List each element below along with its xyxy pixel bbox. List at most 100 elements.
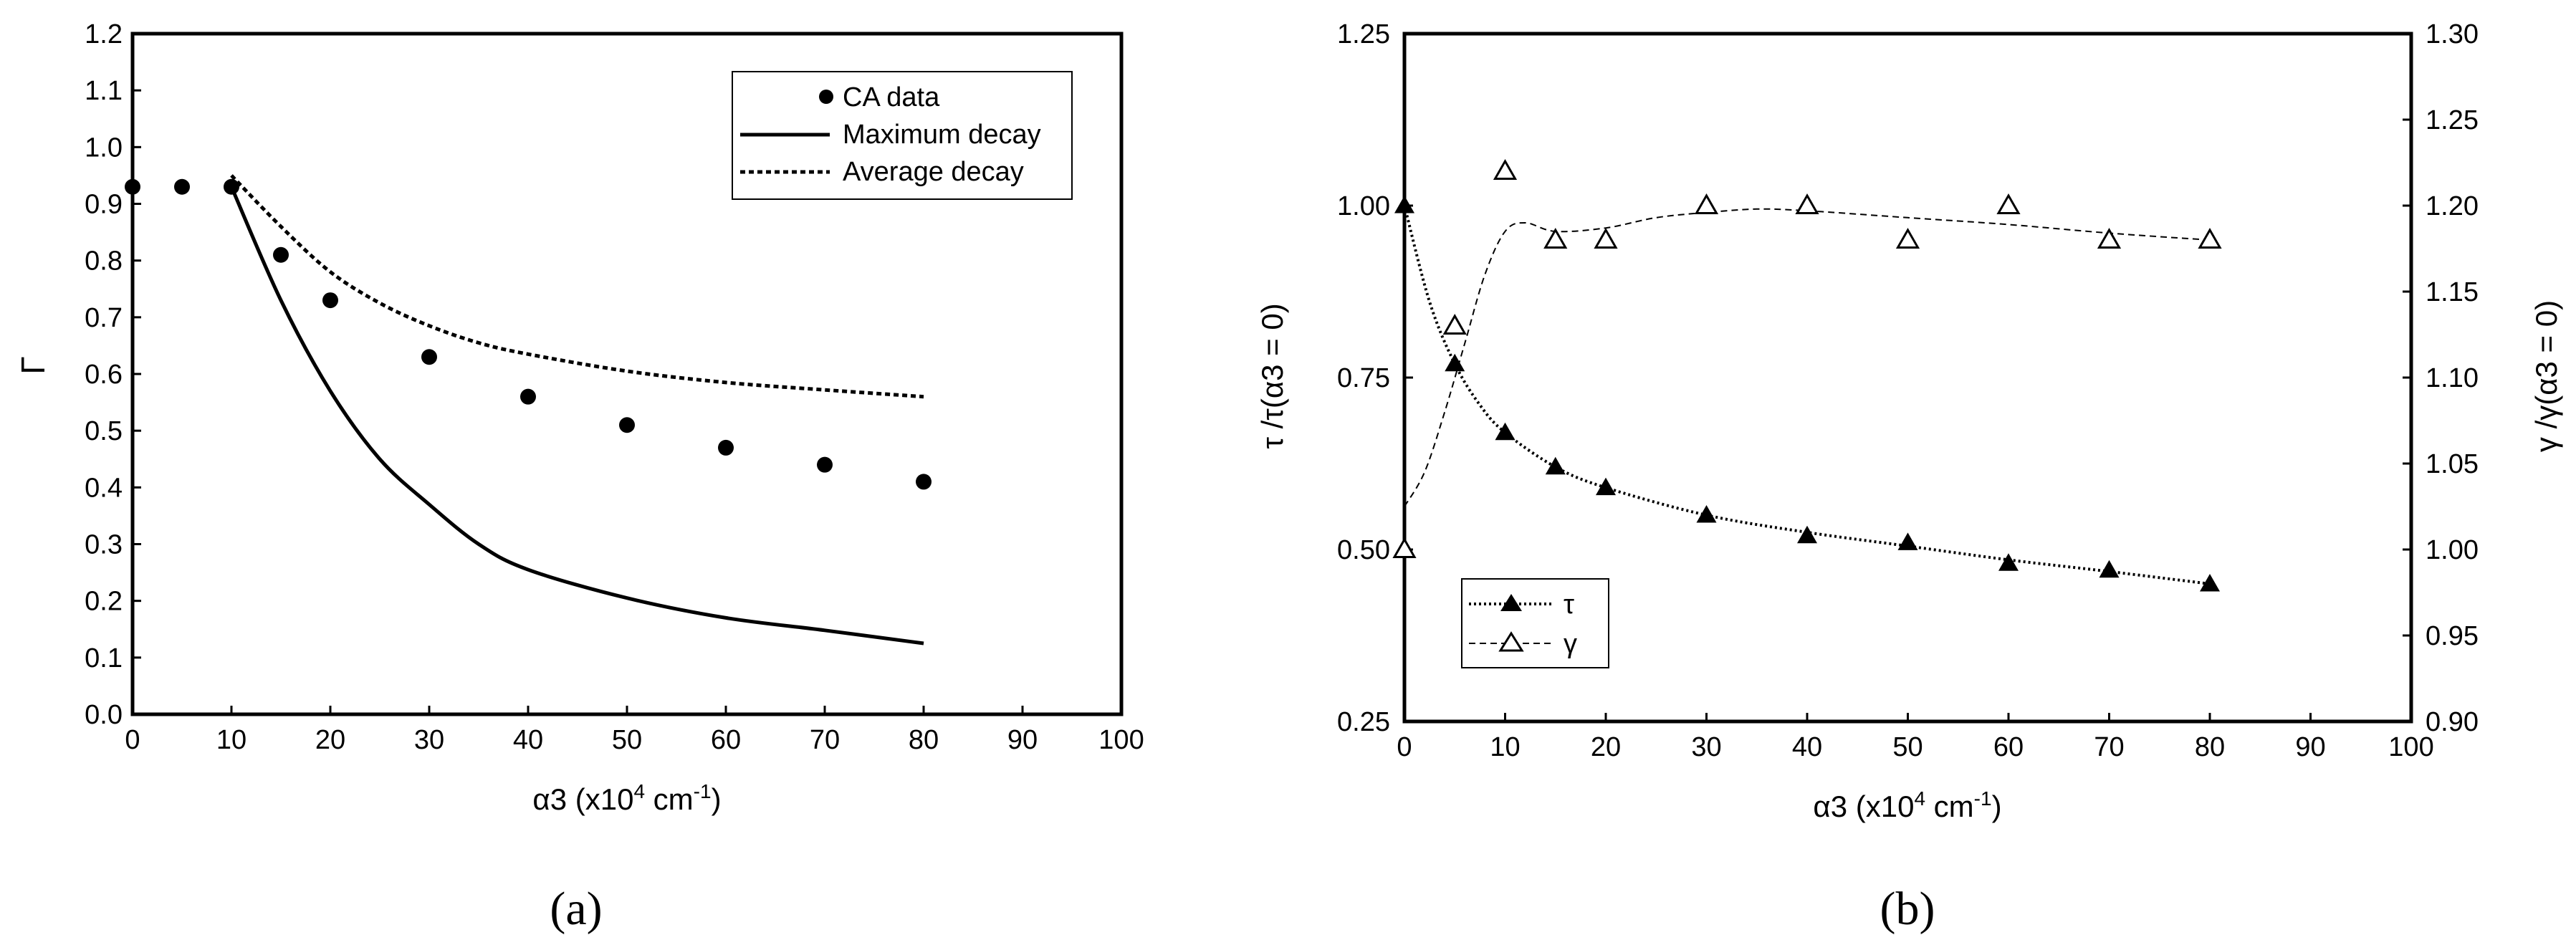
chart-b-tau-point <box>1394 196 1414 213</box>
chart-b-x-tick-label: 30 <box>1691 732 1721 762</box>
chart-a-x-axis: 0 10 20 30 40 50 60 70 80 90 100 <box>125 706 1144 755</box>
chart-b-right-y-tick-label: 1.05 <box>2426 449 2479 479</box>
chart-b-legend-box <box>1461 578 1609 668</box>
chart-b-legend: τ γ <box>1461 578 1609 668</box>
chart-a-legend-label-ca-data: CA data <box>843 82 940 112</box>
chart-b-tau-point <box>1897 532 1918 550</box>
chart-b-tau-point <box>2200 574 2220 592</box>
chart-a-y-tick-label: 0.2 <box>85 587 123 617</box>
chart-a-x-tick-label: 50 <box>612 725 642 755</box>
chart-a-y-axis: 0.0 0.1 0.2 0.3 0.4 0.5 0.6 0.7 0.8 0.9 1.0 1.1 1.2 <box>85 19 141 730</box>
chart-a-legend-label-maximum-decay: Maximum decay <box>843 120 1041 150</box>
chart-a-y-tick-label: 0.3 <box>85 530 123 560</box>
chart-a-x-tick-label: 40 <box>513 725 543 755</box>
chart-b-x-tick-label: 80 <box>2195 732 2225 762</box>
chart-b-right-y-tick-label: 1.10 <box>2426 363 2479 393</box>
chart-b-series <box>1392 158 2222 592</box>
chart-b-gamma-point <box>1392 537 1417 558</box>
chart-b-gamma-point <box>1694 193 1719 214</box>
chart-b-tau-point <box>1696 505 1717 523</box>
chart-a-y-tick-label: 0.7 <box>85 303 123 333</box>
chart-b-legend-label-gamma: γ <box>1564 629 1577 659</box>
chart-b-left-y-tick-label: 1.25 <box>1337 19 1390 49</box>
chart-a-y-tick-label: 0.1 <box>85 643 123 673</box>
chart-a-ca-data-point <box>817 456 833 473</box>
chart-a-x-tick-label: 70 <box>810 725 840 755</box>
chart-b-x-tick-label: 50 <box>1892 732 1923 762</box>
chart-b-right-y-axis: 0.90 0.95 1.00 1.05 1.10 1.15 1.20 1.25 1.30 <box>2403 19 2479 737</box>
chart-b-left-y-axis: 0.25 0.50 0.75 1.00 1.25 <box>1337 19 1413 737</box>
chart-a-y-tick-label: 0.9 <box>85 190 123 220</box>
chart-a-x-tick-label: 100 <box>1098 725 1144 755</box>
chart-b-gamma-point <box>1996 193 2021 214</box>
chart-b-gamma-point <box>1543 227 1568 249</box>
chart-b-right-y-tick-label: 1.20 <box>2426 191 2479 221</box>
chart-a-y-tick-label: 1.0 <box>85 133 123 163</box>
chart-b-x-axis: 0 10 20 30 40 50 60 70 80 90 100 <box>1397 713 2434 762</box>
chart-b-gamma-point <box>1493 158 1518 180</box>
chart-a-ca-data-point <box>273 246 289 263</box>
chart-b-gamma-point <box>1895 227 1920 249</box>
chart-a-x-tick-label: 90 <box>1007 725 1038 755</box>
chart-b-left-y-tick-label: 0.25 <box>1337 707 1390 737</box>
chart-a-x-tick-label: 30 <box>414 725 444 755</box>
chart-a-ca-data-point <box>322 292 338 309</box>
chart-b-right-y-tick-label: 0.90 <box>2426 707 2479 737</box>
chart-b-x-tick-label: 0 <box>1397 732 1412 762</box>
chart-a-y-tick-label: 1.2 <box>85 19 123 49</box>
chart-b-x-tick-label: 40 <box>1792 732 1822 762</box>
chart-b-gamma-point <box>1442 313 1467 335</box>
chart-b-tau-point <box>1998 553 2019 571</box>
chart-b-tau-point <box>1545 456 1566 475</box>
chart-a-ca-data-point <box>619 417 635 433</box>
chart-a-panel-label: (a) <box>550 883 602 935</box>
chart-a-y-axis-label: Γ <box>14 356 52 374</box>
chart-a-y-tick-label: 0.8 <box>85 246 123 277</box>
chart-b-x-axis-label: α3 (x104 cm-1) <box>1813 787 2001 823</box>
chart-a-y-tick-label: 0.0 <box>85 700 123 730</box>
chart-a-y-tick-label: 0.4 <box>85 473 123 503</box>
chart-b-legend-marker-gamma <box>1498 631 1524 652</box>
chart-b-gamma-point <box>2198 227 2222 249</box>
chart-b-x-tick-label: 100 <box>2388 732 2433 762</box>
chart-a-y-tick-label: 0.5 <box>85 416 123 446</box>
chart-b-right-y-tick-label: 1.30 <box>2426 19 2479 49</box>
chart-b-legend-label-tau: τ <box>1564 590 1574 620</box>
chart-b-tau-point <box>1596 477 1616 496</box>
chart-a-ca-data-point <box>520 388 536 405</box>
chart-b-right-y-tick-label: 1.25 <box>2426 105 2479 135</box>
chart-b-x-tick-label: 10 <box>1490 732 1520 762</box>
chart-b-gamma-point <box>2097 227 2122 249</box>
chart-b: 0 10 20 30 40 50 60 70 80 90 100 0.25 0.50 0.75 1.00 1… <box>1255 19 2563 935</box>
chart-a-x-tick-label: 20 <box>315 725 345 755</box>
chart-b-left-y-tick-label: 1.00 <box>1337 191 1390 221</box>
chart-b-left-y-axis-label: τ /τ(α3 = 0) <box>1255 303 1289 448</box>
chart-b-gamma-point <box>1594 227 1618 249</box>
chart-a-ca-data-point <box>125 178 140 195</box>
chart-a-ca-data-point <box>224 178 239 195</box>
chart-a-x-axis-label: α3 (x104 cm-1) <box>532 780 721 816</box>
chart-b-gamma-point <box>1795 193 1819 214</box>
chart-b-x-tick-label: 90 <box>2295 732 2325 762</box>
chart-a-ca-data-point <box>718 439 734 456</box>
chart-a-x-tick-label: 80 <box>909 725 939 755</box>
chart-a-x-tick-label: 10 <box>216 725 246 755</box>
chart-a-average-decay-line <box>230 174 924 399</box>
chart-a: 0 10 20 30 40 50 60 70 80 90 100 0.00.10.20.30.40.… <box>14 19 1144 935</box>
chart-b-left-y-tick-label: 0.50 <box>1337 535 1390 565</box>
chart-b-tau-point <box>1797 525 1817 544</box>
chart-b-x-tick-label: 70 <box>2094 732 2124 762</box>
chart-a-ca-data-point <box>174 178 190 195</box>
chart-a-legend-label-average-decay: Average decay <box>843 157 1024 187</box>
chart-b-right-y-tick-label: 1.15 <box>2426 277 2479 307</box>
chart-a-x-tick-label: 0 <box>125 725 140 755</box>
chart-b-right-y-tick-label: 1.00 <box>2426 535 2479 565</box>
chart-b-tau-point <box>2099 560 2120 578</box>
chart-b-left-y-tick-label: 0.75 <box>1337 363 1390 393</box>
chart-a-legend: CA data Maximum decay Average decay <box>732 71 1073 200</box>
chart-a-y-tick-label: 0.6 <box>85 360 123 390</box>
chart-a-ca-data-point <box>421 349 437 365</box>
chart-a-maximum-decay-line <box>229 186 924 646</box>
chart-b-x-tick-label: 20 <box>1591 732 1621 762</box>
